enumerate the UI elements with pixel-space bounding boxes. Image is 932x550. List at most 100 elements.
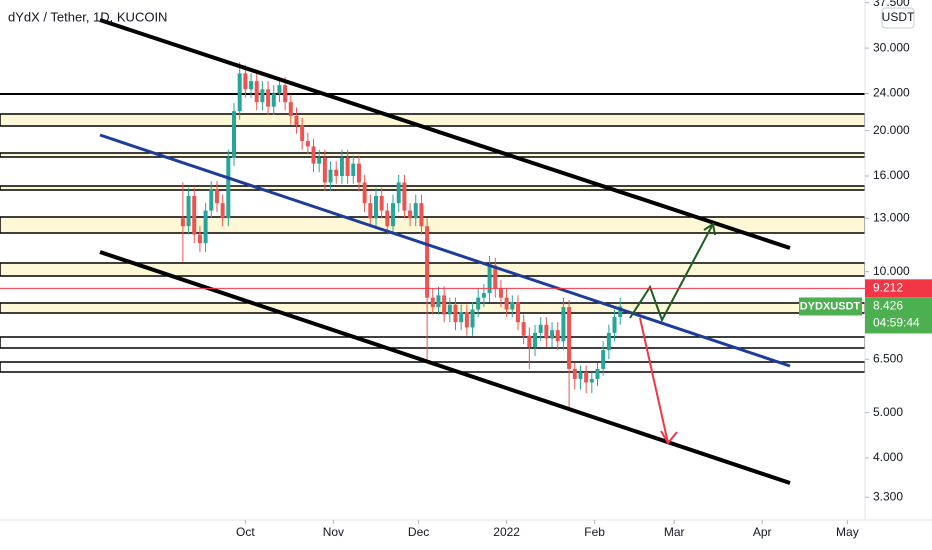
candle-body	[578, 372, 583, 379]
candle-body	[277, 85, 282, 94]
candle-body	[504, 297, 509, 310]
y-tick-label: 6.500	[873, 351, 903, 365]
channel-bottom	[99, 250, 791, 485]
price-axis	[865, 0, 932, 550]
candle-body	[538, 324, 543, 333]
x-tick-label: May	[836, 525, 859, 539]
candle-body	[203, 210, 208, 244]
up-arrow	[629, 223, 714, 323]
channel-top	[99, 18, 791, 250]
candle-body	[373, 196, 378, 219]
candle-body	[476, 297, 481, 310]
candle-body	[470, 309, 475, 328]
candle-body	[220, 203, 225, 219]
x-tick-label: Nov	[323, 525, 344, 539]
currency-button[interactable]	[881, 7, 915, 29]
candle-body	[612, 317, 617, 333]
candle-body	[572, 368, 577, 379]
down-arrow	[639, 317, 669, 444]
candle-body	[356, 163, 361, 183]
candle-body	[425, 226, 430, 298]
candle-body	[396, 182, 401, 204]
zone	[0, 113, 866, 127]
candle-body	[197, 234, 202, 244]
candle-body	[567, 307, 572, 369]
symbol-label: DYDXUSDT	[800, 300, 861, 312]
plot	[180, 62, 623, 409]
candle-body	[322, 157, 327, 183]
candle-body	[214, 189, 219, 204]
trendlines	[99, 18, 791, 485]
candle-body	[430, 297, 435, 308]
y-tick-label: 20.000	[873, 123, 910, 137]
x-tick-label: Oct	[236, 525, 255, 539]
candle-body	[209, 189, 214, 211]
candle-body	[345, 157, 350, 176]
candle-body	[351, 163, 356, 176]
drawings	[0, 93, 866, 373]
candle-body	[487, 265, 492, 294]
candle-body	[447, 304, 452, 315]
chart-title: dYdX / Tether, 1D, KUCOIN	[8, 9, 167, 24]
alert-label-bg	[865, 279, 932, 298]
symbol-label-bg	[799, 297, 862, 316]
candle-body	[186, 196, 191, 227]
candle-body	[283, 85, 288, 103]
candle-body	[550, 330, 555, 339]
countdown: 04:59:44	[873, 316, 920, 330]
candle-body	[368, 203, 373, 219]
zone	[0, 185, 866, 191]
y-tick-label: 30.000	[873, 40, 910, 54]
candle-body	[606, 332, 611, 351]
candle-body	[481, 293, 486, 298]
candle-body	[533, 332, 538, 348]
arrow-head	[703, 222, 716, 236]
candle-body	[362, 182, 367, 204]
candle-body	[385, 210, 390, 227]
candle-body	[305, 141, 310, 147]
candle-body	[249, 81, 254, 90]
candle-body	[493, 265, 498, 289]
candle-body	[436, 295, 441, 308]
candle-body	[561, 307, 566, 342]
candle-body	[231, 111, 236, 158]
candle-body	[266, 89, 271, 107]
candle-body	[453, 304, 458, 323]
candle-body	[311, 146, 316, 164]
y-tick-label: 4.000	[873, 450, 903, 464]
arrow-head	[660, 430, 678, 445]
y-tick-label: 3.300	[873, 489, 903, 503]
candle-body	[442, 295, 447, 315]
candle-body	[595, 368, 600, 379]
last-price-bg	[865, 297, 932, 334]
candle-body	[226, 157, 231, 219]
y-tick-label: 10.000	[873, 264, 910, 278]
candle-body	[419, 203, 424, 227]
candle-body	[300, 125, 305, 142]
y-tick-label: 13.000	[873, 210, 910, 224]
zone	[0, 262, 866, 277]
candle-body	[618, 306, 623, 318]
candle-body	[180, 218, 185, 227]
candle-body	[271, 93, 276, 107]
alert-label: 9.212	[873, 280, 903, 294]
candle-body	[555, 330, 560, 342]
candle-body	[408, 210, 413, 219]
candle-body	[339, 157, 344, 176]
mid-line	[99, 133, 791, 368]
candle-body	[459, 311, 464, 323]
candle-body	[334, 169, 339, 176]
candle-body	[527, 335, 532, 348]
candle-body	[544, 324, 549, 339]
x-tick-label: Apr	[753, 525, 772, 539]
candle-body	[317, 157, 322, 164]
candle-body	[391, 203, 396, 227]
candle-body	[237, 73, 242, 112]
y-tick-label: 16.000	[873, 168, 910, 182]
x-tick-label: 2022	[493, 525, 520, 539]
candle-body	[294, 115, 299, 126]
candle-body	[328, 169, 333, 183]
x-tick-label: Dec	[408, 525, 429, 539]
currency[interactable]: USDT	[882, 10, 915, 24]
